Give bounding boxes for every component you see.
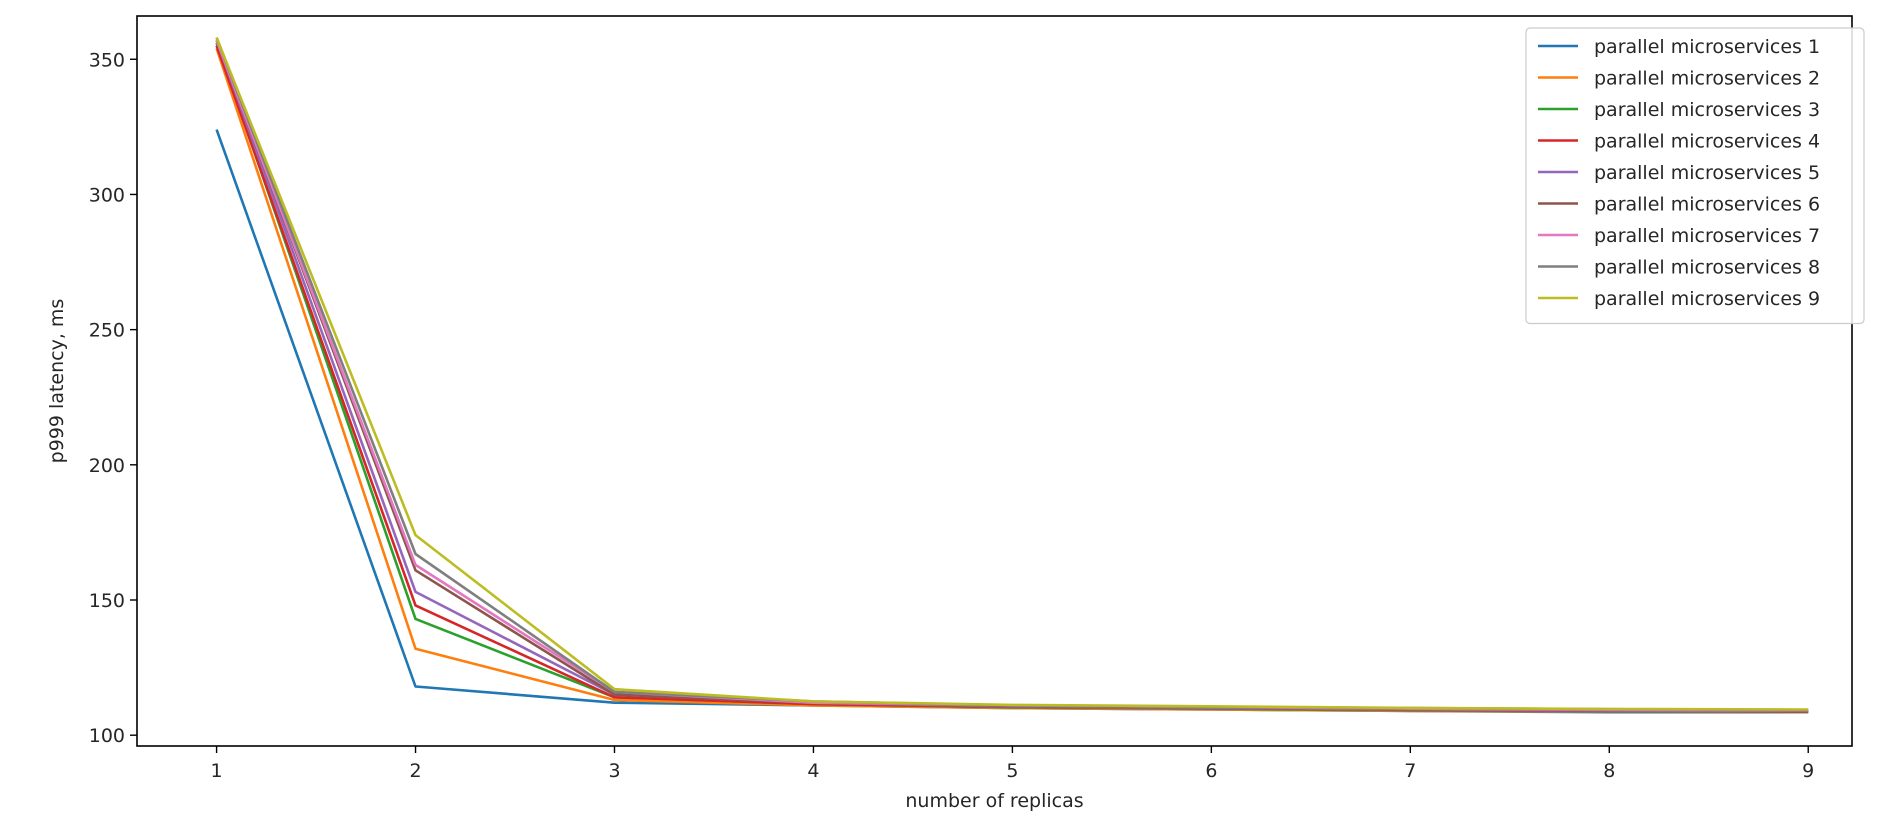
legend-label-7: parallel microservices 7 [1594,225,1820,247]
legend-label-4: parallel microservices 4 [1594,131,1820,153]
y-axis: 100 150 200 250 300 350 [89,49,137,747]
legend-label-6: parallel microservices 6 [1594,194,1820,216]
x-tick-label: 7 [1404,760,1416,782]
legend: parallel microservices 1 parallel microse… [1525,27,1865,325]
x-tick-label: 6 [1205,760,1217,782]
x-axis-label: number of replicas [905,790,1083,812]
x-tick-label: 8 [1603,760,1615,782]
y-tick-label: 350 [89,49,125,71]
legend-label-2: parallel microservices 2 [1594,68,1820,90]
y-tick-label: 150 [89,590,125,612]
y-axis-label: p999 latency, ms [46,299,68,464]
plot-frame [136,15,1853,747]
legend-label-9: parallel microservices 9 [1594,288,1820,310]
x-tick-label: 4 [807,760,819,782]
series-line-9 [215,37,1809,711]
x-tick-label: 5 [1006,760,1018,782]
legend-label-3: parallel microservices 3 [1594,99,1820,121]
legend-box [1525,27,1865,325]
legend-label-5: parallel microservices 5 [1594,162,1820,184]
y-tick-label: 250 [89,320,125,342]
y-tick-label: 100 [89,725,125,747]
x-tick-label: 9 [1802,760,1814,782]
x-axis: 1 2 3 4 5 6 7 8 9 [211,746,1814,782]
x-tick-label: 1 [211,760,223,782]
y-tick-label: 300 [89,184,125,206]
x-tick-label: 3 [608,760,620,782]
x-tick-label: 2 [409,760,421,782]
y-tick-label: 200 [89,455,125,477]
legend-label-8: parallel microservices 8 [1594,257,1820,279]
plot-lines [215,37,1809,714]
legend-label-1: parallel microservices 1 [1594,36,1820,58]
